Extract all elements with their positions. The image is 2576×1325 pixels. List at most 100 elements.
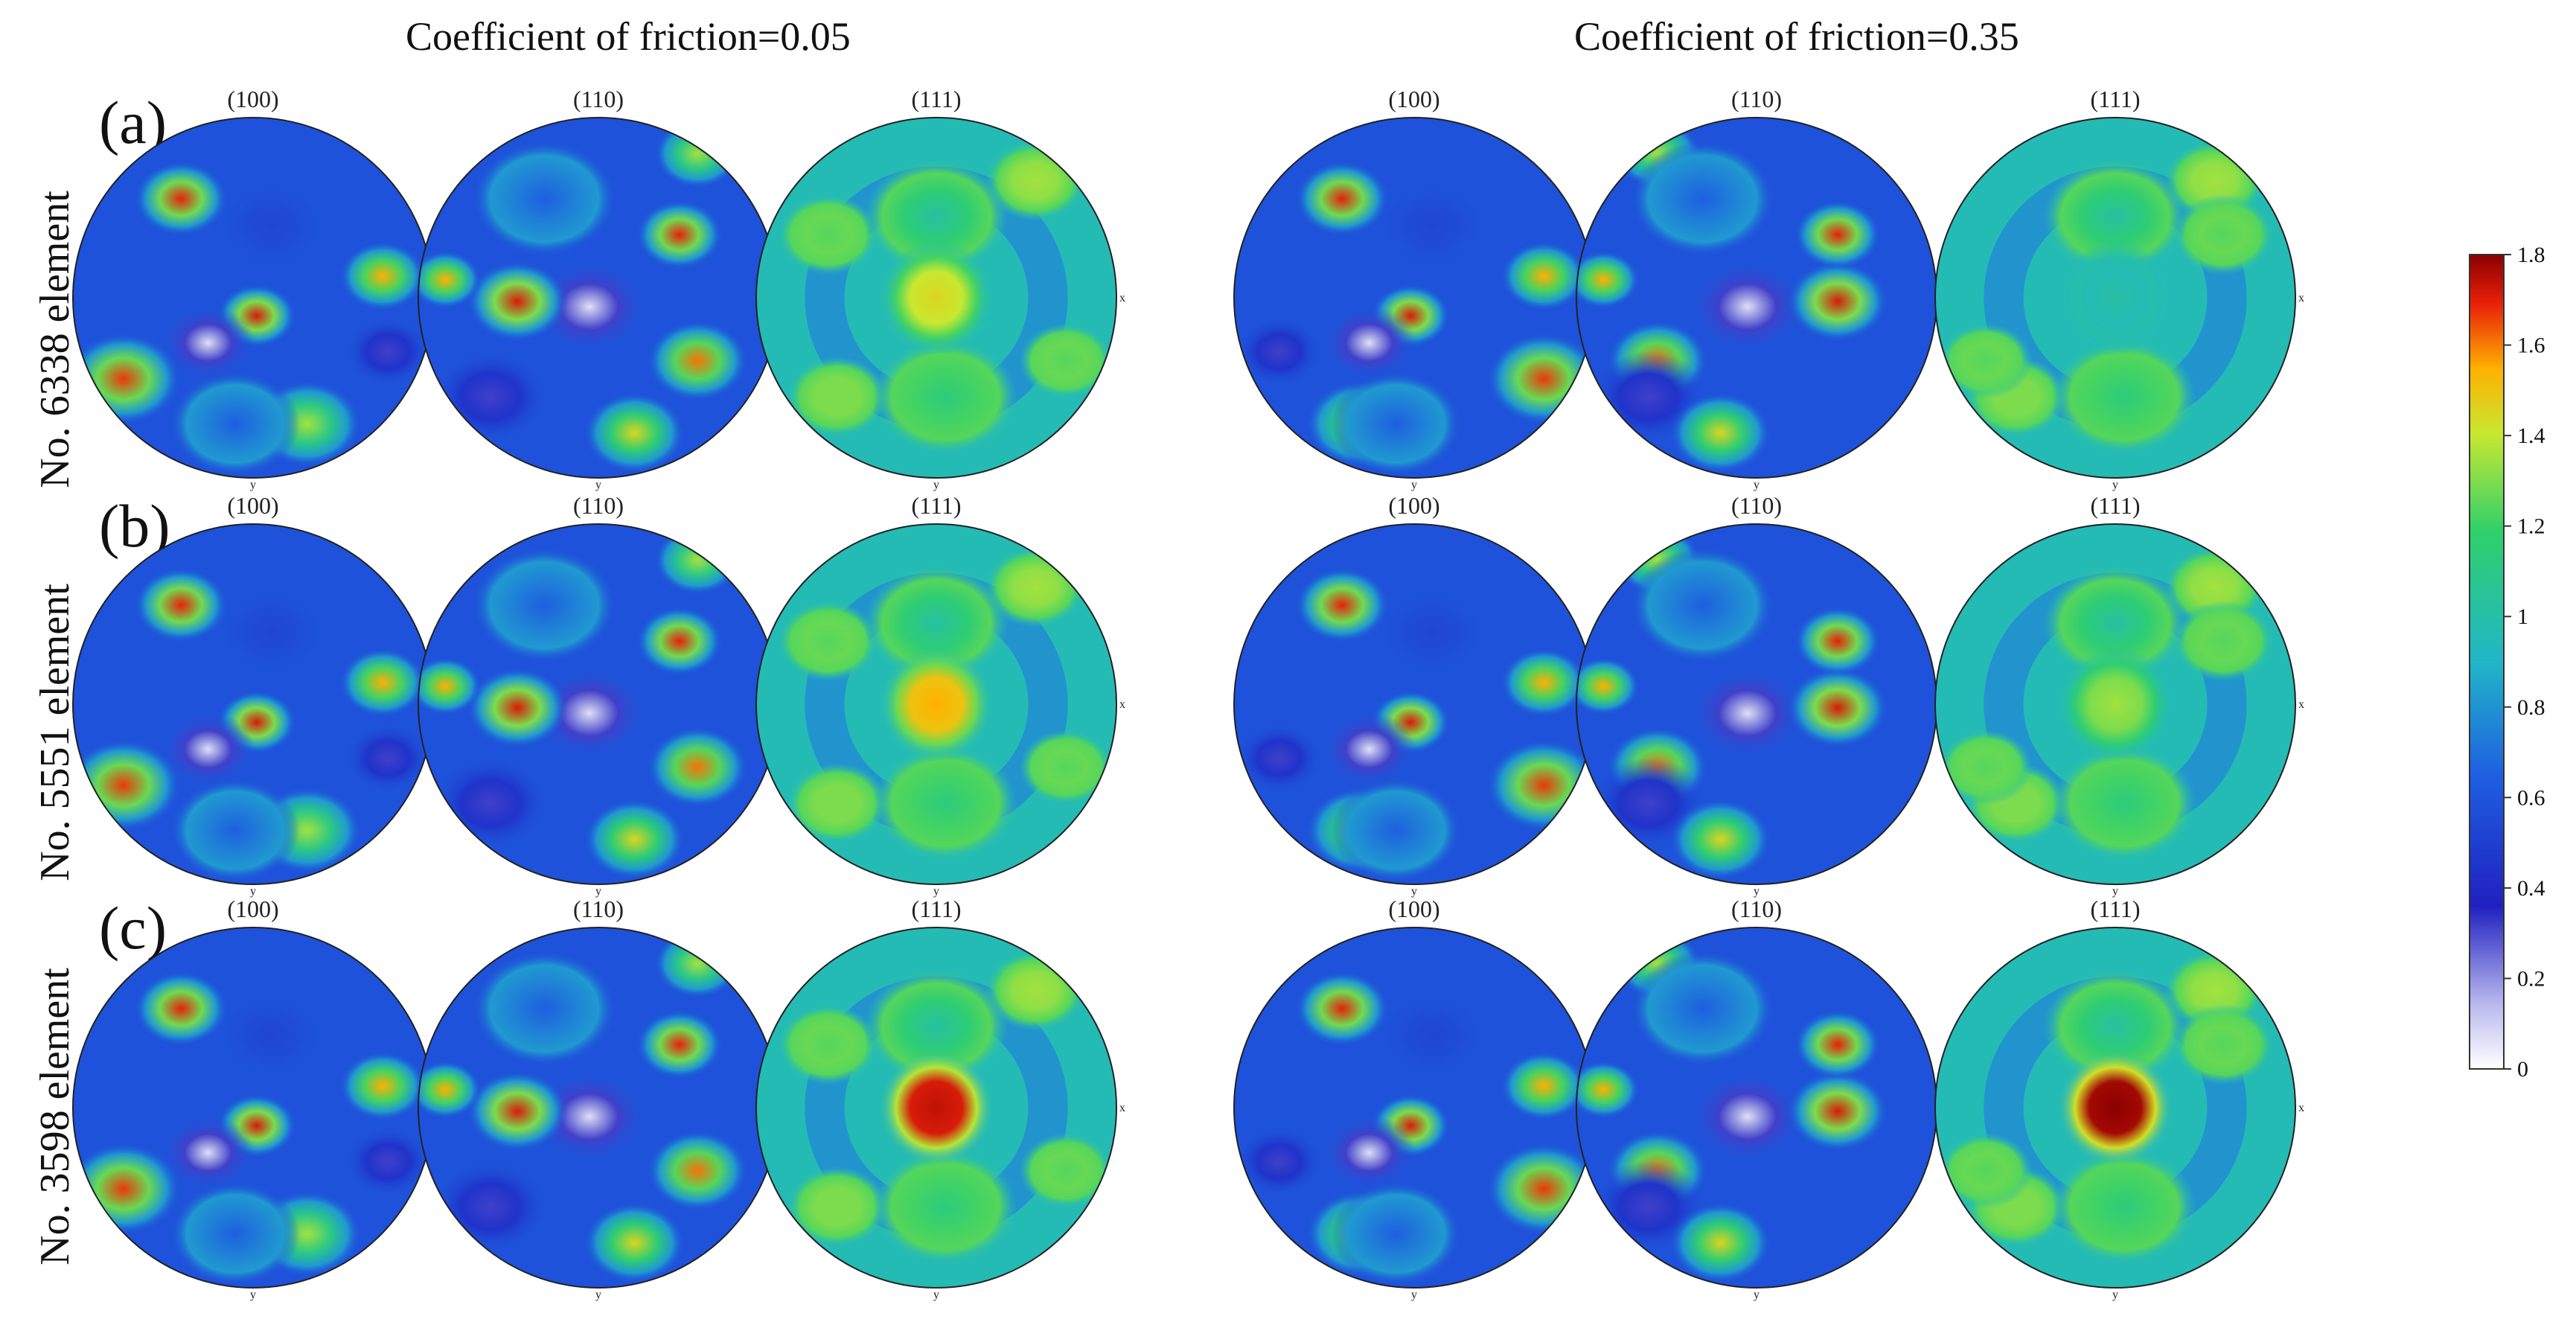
pole-density-blob xyxy=(636,1009,723,1079)
axis-mark-x: x xyxy=(1119,1102,1125,1114)
pole-density-blob xyxy=(1938,729,2033,805)
axis-mark-x: x xyxy=(2298,1102,2304,1114)
plane-label: (111) xyxy=(912,86,962,112)
plane-label: (111) xyxy=(912,895,962,922)
pole-figure-r2-c5: (111) x y xyxy=(1934,895,2304,1301)
pole-figure-r2-c1: (110)xy xyxy=(418,895,787,1301)
pole-density-blob xyxy=(1500,241,1588,311)
pole-figure-r0-c2: (111) x y xyxy=(755,86,1125,491)
pole-density-blob xyxy=(472,951,617,1067)
colorbar-tick-label: 0.4 xyxy=(2517,876,2545,901)
pole-density-blob xyxy=(217,182,325,269)
pole-density-blob xyxy=(1236,317,1323,387)
pole-density-blob xyxy=(1378,992,1486,1079)
pole-density-blob xyxy=(134,567,228,643)
pole-density-blob xyxy=(1669,392,1771,473)
pole-figure-r0-c0: (100)xy xyxy=(72,86,442,491)
pole-density-blob xyxy=(2052,1149,2196,1265)
pole-density-blob xyxy=(345,317,432,387)
pole-density-blob xyxy=(161,712,255,787)
pole-density-blob xyxy=(217,589,325,676)
pole-density-blob xyxy=(1630,547,1775,663)
axis-mark-x: x xyxy=(2298,292,2304,304)
pole-density-blob xyxy=(873,339,1017,455)
pole-density-blob xyxy=(2052,339,2196,455)
pole-density-blob xyxy=(636,606,723,676)
axis-mark-y: y xyxy=(1754,1289,1760,1301)
pole-density-blob xyxy=(1576,1061,1640,1119)
pole-figure-r1-c5: (111) x y xyxy=(1934,492,2304,898)
plane-label: (111) xyxy=(2091,492,2141,519)
pole-density-blob xyxy=(73,332,182,425)
pole-density-blob xyxy=(170,371,300,476)
pole-density-blob xyxy=(2052,745,2196,861)
pole-density-blob xyxy=(1794,1009,1881,1079)
center-peak xyxy=(878,240,994,356)
axis-mark-y: y xyxy=(1411,885,1417,898)
pole-figure-outline xyxy=(755,523,1117,885)
pole-density-blob xyxy=(339,1051,426,1121)
pole-density-blob xyxy=(647,1130,748,1211)
pole-density-blob xyxy=(339,241,426,311)
pole-density-blob xyxy=(1630,141,1775,257)
pole-density-blob xyxy=(472,141,617,257)
pole-density-blob xyxy=(467,261,568,342)
pole-density-blob xyxy=(1630,951,1775,1067)
pole-density-blob xyxy=(345,724,432,794)
pole-figure-r2-c0: (100)xy xyxy=(72,895,442,1301)
center-peak xyxy=(878,646,994,762)
pole-density-blob xyxy=(432,757,549,850)
pole-figure-r1-c4: (110)xy xyxy=(1576,492,1946,898)
pole-density-blob xyxy=(1019,1133,1113,1209)
pole-density-blob xyxy=(1378,589,1486,676)
pole-density-blob xyxy=(1236,724,1323,794)
pole-density-blob xyxy=(1787,261,1888,342)
pole-density-blob xyxy=(778,194,879,275)
plane-label: (110) xyxy=(573,492,624,519)
pole-density-blob xyxy=(1576,657,1640,715)
pole-figure-r1-c2: (111) x y xyxy=(755,492,1125,898)
pole-density-blob xyxy=(584,1202,685,1283)
pole-density-blob xyxy=(73,1142,182,1235)
axis-mark-y: y xyxy=(933,1289,939,1301)
pole-density-blob xyxy=(1787,667,1888,749)
pole-density-blob xyxy=(432,351,549,444)
pole-density-blob xyxy=(787,762,888,844)
pole-density-blob xyxy=(134,161,228,237)
group-title-friction-0-05: Coefficient of friction=0.05 xyxy=(406,14,851,59)
pole-figure-outline xyxy=(755,117,1117,479)
pole-density-blob xyxy=(647,727,748,808)
pole-density-blob xyxy=(339,648,426,718)
pole-density-blob xyxy=(170,778,300,883)
plane-label: (110) xyxy=(1731,895,1782,922)
pole-density-blob xyxy=(1019,323,1113,399)
pole-figure-r1-c1: (110)xy xyxy=(418,492,787,898)
pole-density-blob xyxy=(472,547,617,663)
pole-density-blob xyxy=(1500,1051,1588,1121)
pole-density-blob xyxy=(1322,1115,1416,1190)
pole-figure-outline xyxy=(1934,523,2296,885)
axis-mark-y: y xyxy=(2112,885,2118,898)
plane-label: (100) xyxy=(227,86,278,112)
pole-density-blob xyxy=(647,320,748,401)
pole-density-blob xyxy=(217,992,325,1079)
pole-figure-r0-c5: (111) x y xyxy=(1934,86,2304,491)
pole-density-blob xyxy=(134,971,228,1047)
pole-density-blob xyxy=(2043,159,2187,275)
group-title-friction-0-35: Coefficient of friction=0.35 xyxy=(1574,14,2019,59)
plane-label: (110) xyxy=(1731,86,1782,112)
center-peak xyxy=(2057,240,2173,356)
axis-mark-y: y xyxy=(595,1289,601,1301)
axis-mark-y: y xyxy=(595,885,601,898)
pole-density-blob xyxy=(1236,1127,1323,1197)
pole-density-blob xyxy=(73,738,182,831)
pole-figure-outline xyxy=(1934,117,2296,479)
colorbar-tick-label: 0 xyxy=(2517,1057,2528,1082)
pole-density-blob xyxy=(1331,371,1461,476)
plane-label: (100) xyxy=(227,492,278,519)
pole-density-blob xyxy=(345,1127,432,1197)
axis-mark-y: y xyxy=(1411,479,1417,491)
axis-mark-y: y xyxy=(2112,1289,2118,1301)
axis-mark-x: x xyxy=(1119,292,1125,304)
colorbar-tick-label: 0.8 xyxy=(2517,695,2545,720)
